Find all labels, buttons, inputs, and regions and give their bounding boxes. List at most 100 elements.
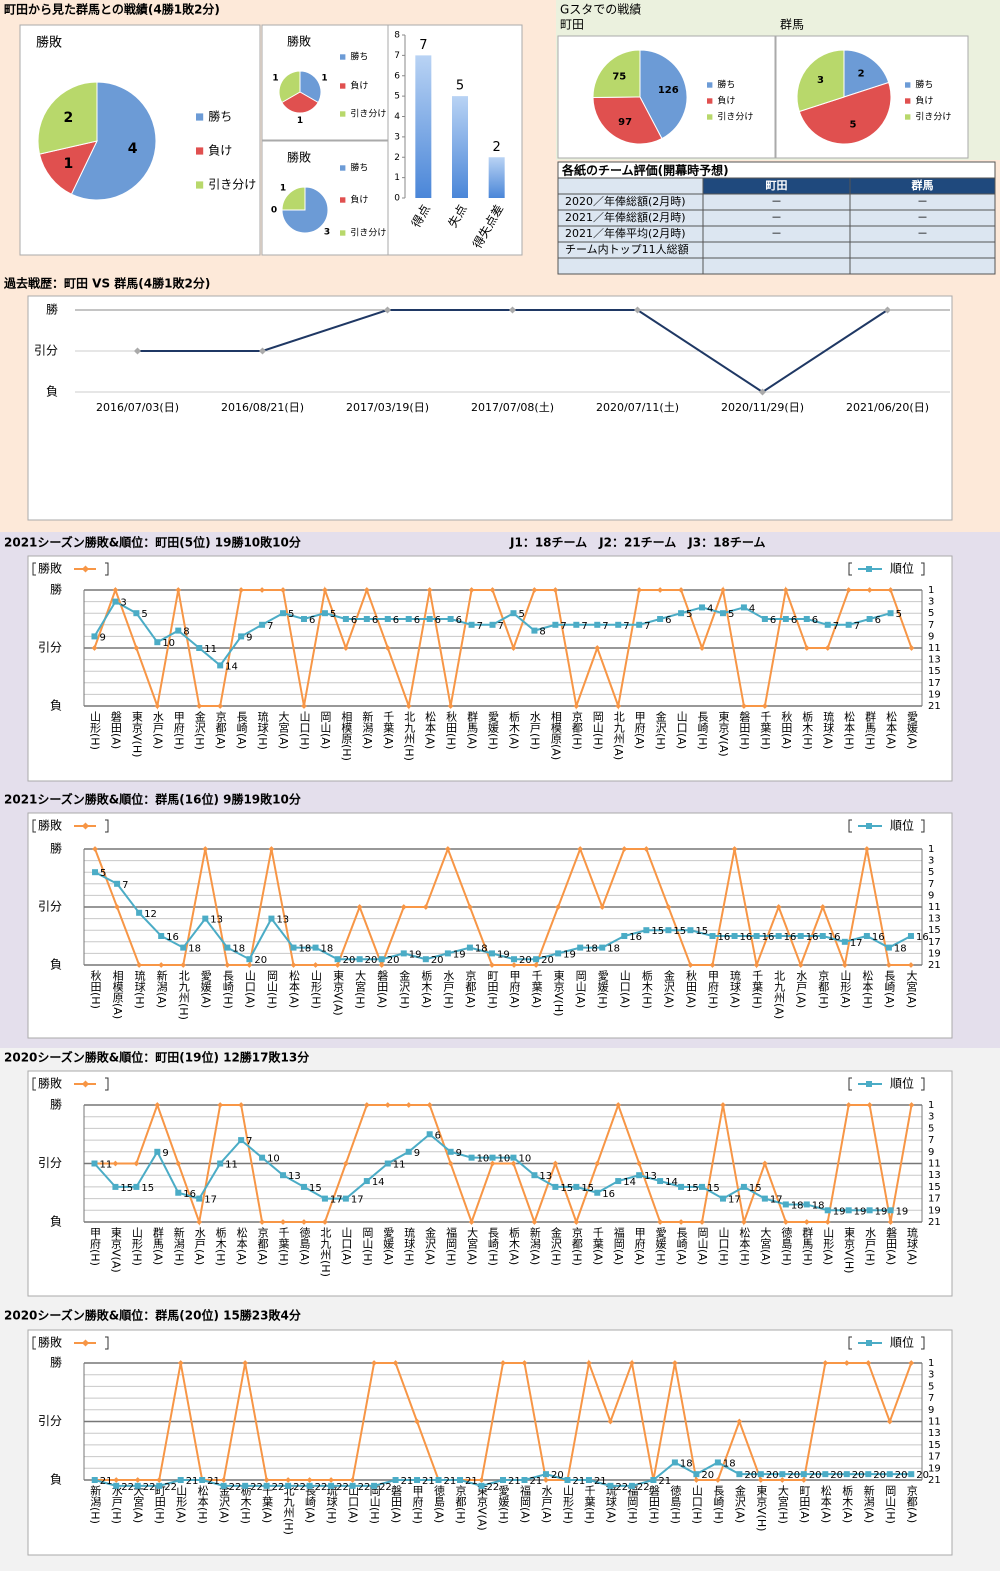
x-tick-label: 栃木(H) bbox=[801, 710, 814, 750]
data-label: 21 bbox=[100, 1476, 113, 1487]
marker bbox=[259, 1219, 265, 1225]
x-tick-label: 金沢(H) bbox=[193, 710, 206, 750]
marker bbox=[133, 1183, 140, 1190]
marker bbox=[202, 915, 209, 922]
x-tick-label: 磐田(A) bbox=[109, 710, 122, 749]
data-label: 9 bbox=[456, 1148, 462, 1159]
x-tick-label: 栃木(A) bbox=[507, 1226, 520, 1265]
x-tick-label: 群馬(A) bbox=[151, 1226, 164, 1265]
x-tick-label: 磐田(H) bbox=[738, 710, 751, 750]
data-label: 16 bbox=[762, 932, 775, 943]
x-tick-label: 長崎(A) bbox=[304, 1485, 317, 1523]
x-tick-label: 甲府(A) bbox=[633, 711, 646, 749]
pie-slice bbox=[281, 186, 306, 211]
marker bbox=[782, 1219, 789, 1225]
x-tick-label: 長崎(A) bbox=[675, 1227, 688, 1265]
y-tick-label: 勝 bbox=[50, 1097, 62, 1112]
table-cell-text: － bbox=[917, 211, 928, 224]
marker bbox=[678, 1183, 685, 1190]
marker bbox=[246, 962, 253, 968]
marker bbox=[259, 1154, 266, 1161]
marker bbox=[478, 1477, 485, 1483]
legend-label: 引き分け bbox=[717, 112, 753, 123]
legend-label: 勝ち bbox=[717, 79, 735, 91]
data-label: 7 bbox=[267, 621, 273, 632]
legend-bracket bbox=[921, 562, 925, 576]
data-label: 15 bbox=[707, 1183, 720, 1194]
marker bbox=[533, 956, 540, 963]
marker bbox=[180, 944, 187, 951]
data-label: 15 bbox=[141, 1183, 154, 1194]
x-tick-label: 相模原(A) bbox=[111, 970, 124, 1019]
x-tick-label: 千葉(H) bbox=[751, 970, 764, 1009]
marker bbox=[91, 1477, 98, 1483]
x-tick-label: 栃木(A) bbox=[507, 710, 520, 749]
data-label: 6 bbox=[372, 615, 378, 626]
marker bbox=[306, 1482, 313, 1489]
data-label: 20 bbox=[787, 1470, 800, 1481]
y2-tick-label: 1 bbox=[928, 585, 934, 596]
data-label: 22 bbox=[250, 1482, 263, 1493]
data-label: 15 bbox=[686, 1183, 699, 1194]
marker bbox=[468, 621, 475, 628]
x-tick-label: 東京V(A) bbox=[332, 970, 345, 1016]
y2-tick-label: 19 bbox=[928, 1205, 941, 1216]
x-tick-label: 長崎(A) bbox=[883, 970, 896, 1008]
marker bbox=[177, 1477, 184, 1483]
marker bbox=[268, 915, 275, 922]
data-label: 21 bbox=[444, 1476, 457, 1487]
marker bbox=[242, 1482, 249, 1489]
x-tick-label: 2017/07/08(土) bbox=[471, 401, 554, 414]
marker bbox=[134, 1482, 141, 1489]
data-label: 21 bbox=[529, 1476, 542, 1487]
data-label: 15 bbox=[309, 1183, 322, 1194]
marker bbox=[392, 1360, 399, 1366]
y2-tick-label: 9 bbox=[928, 890, 934, 901]
marker bbox=[238, 1102, 244, 1108]
x-tick-label: 岡山(A) bbox=[696, 1227, 709, 1265]
legend-swatch bbox=[707, 98, 713, 104]
x-tick-label: 秋田(H) bbox=[445, 710, 458, 750]
data-label: 9 bbox=[162, 1148, 168, 1159]
marker bbox=[378, 956, 385, 963]
data-label: 22 bbox=[293, 1482, 306, 1493]
table-cell bbox=[849, 241, 996, 259]
marker bbox=[687, 927, 694, 934]
x-tick-label: 福岡(H) bbox=[445, 1226, 458, 1266]
data-label: 18 bbox=[188, 944, 201, 955]
chart-title: 2021シーズン勝敗&順位：群馬(16位) 9勝19敗10分 bbox=[4, 792, 301, 807]
marker bbox=[238, 1137, 245, 1144]
marker bbox=[555, 904, 561, 910]
marker bbox=[594, 1189, 601, 1196]
x-tick-label: 甲府(H) bbox=[172, 711, 185, 750]
x-tick-label: 相模原(A) bbox=[549, 711, 562, 760]
marker bbox=[180, 962, 187, 968]
marker bbox=[843, 1360, 850, 1366]
marker bbox=[886, 962, 892, 968]
marker bbox=[196, 703, 203, 709]
legend-marker bbox=[866, 823, 872, 829]
x-tick-label: 千葉(H) bbox=[277, 1227, 290, 1266]
pie-slice bbox=[798, 81, 892, 145]
data-label: 15 bbox=[581, 1183, 594, 1194]
y2-tick-label: 15 bbox=[928, 666, 941, 677]
x-tick-label: 琉球(H) bbox=[325, 1484, 338, 1524]
data-label: 19 bbox=[409, 949, 422, 960]
marker bbox=[112, 1160, 119, 1167]
legend-bracket bbox=[848, 562, 852, 576]
marker bbox=[400, 904, 407, 910]
marker bbox=[636, 1172, 643, 1179]
x-tick-label: 磐田(A) bbox=[376, 969, 389, 1008]
legend-swatch bbox=[340, 165, 346, 171]
legend-label: 順位 bbox=[890, 1076, 914, 1091]
marker bbox=[363, 587, 370, 593]
marker bbox=[238, 633, 245, 640]
marker bbox=[585, 1477, 592, 1483]
pie-label: 0 bbox=[271, 206, 277, 216]
x-tick-label: 栃木(A) bbox=[841, 1484, 854, 1523]
x-tick-label: 千葉(A) bbox=[382, 711, 395, 749]
legend-swatch bbox=[196, 147, 204, 155]
marker bbox=[136, 962, 142, 968]
x-tick-label: 愛媛(H) bbox=[497, 1485, 510, 1524]
marker bbox=[636, 1160, 643, 1167]
